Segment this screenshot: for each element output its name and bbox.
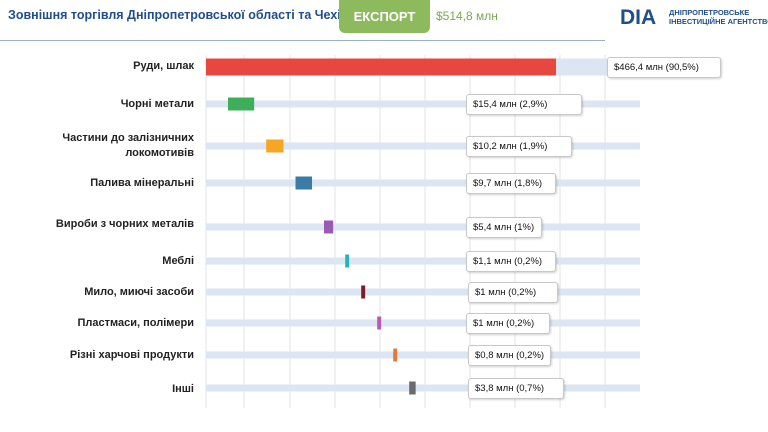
export-total-value: $514,8 млн <box>436 9 498 23</box>
header-divider <box>0 40 605 41</box>
value-label: $15,4 млн (2,9%) <box>466 94 582 115</box>
category-label-line: локомотивів <box>125 147 194 159</box>
bar-1 <box>228 97 255 111</box>
bar-track <box>206 223 640 231</box>
category-label: Вироби з чорних металів <box>56 217 194 232</box>
category-label: Пластмаси, полімери <box>78 316 195 331</box>
category-label-line: Інші <box>172 383 194 395</box>
category-label-line: Пластмаси, полімери <box>77 317 195 329</box>
logo-mark: DIA <box>620 6 657 29</box>
bar-track <box>206 257 640 265</box>
category-label-line: Палива мінеральні <box>90 177 194 189</box>
logo-text: ДНІПРОПЕТРОВСЬКЕ ІНВЕСТИЦІЙНЕ АГЕНТСТВО <box>669 8 768 26</box>
value-label: $3,8 млн (0,7%) <box>468 378 564 399</box>
bar-track <box>206 351 640 359</box>
category-label-line: Чорні метали <box>120 98 194 110</box>
page-title: Зовнішня торгівля Дніпропетровської обла… <box>8 8 345 22</box>
category-label: Руди, шлак <box>133 59 194 74</box>
bar-track <box>206 384 640 392</box>
category-label: Меблі <box>162 254 194 269</box>
bar-3 <box>295 176 313 190</box>
category-label-line: Вироби з чорних металів <box>55 218 194 230</box>
category-label-line: Руди, шлак <box>133 60 194 72</box>
bar-0 <box>206 58 556 76</box>
value-label: $1 млн (0,2%) <box>468 282 558 303</box>
value-label: $1,1 млн (0,2%) <box>466 251 556 272</box>
category-label: Інші <box>172 382 194 397</box>
bar-track <box>206 100 640 108</box>
logo-line-2: ІНВЕСТИЦІЙНЕ АГЕНТСТВО <box>669 17 768 26</box>
logo-line-1: ДНІПРОПЕТРОВСЬКЕ <box>669 8 750 17</box>
bar-9 <box>409 381 416 395</box>
value-label: $10,2 млн (1,9%) <box>466 136 572 157</box>
value-label: $9,7 млн (1,8%) <box>466 173 556 194</box>
dia-logo: DIA ДНІПРОПЕТРОВСЬКЕ ІНВЕСТИЦІЙНЕ АГЕНТС… <box>620 6 768 30</box>
bar-2 <box>266 139 284 153</box>
bar-track <box>206 288 640 296</box>
value-label: $0,8 млн (0,2%) <box>468 345 552 366</box>
category-label-line: Різні харчові продукти <box>69 349 194 361</box>
bar-4 <box>324 220 334 234</box>
category-label: Різні харчові продукти <box>70 348 194 363</box>
bar-8 <box>393 348 398 362</box>
category-label: Чорні метали <box>121 97 194 112</box>
category-label: Палива мінеральні <box>90 176 194 191</box>
category-label-line: Частини до залізничних <box>62 132 194 144</box>
category-label: Частини до залізничних локомотивів <box>62 131 194 161</box>
bar-6 <box>361 285 366 299</box>
bar-7 <box>377 316 382 330</box>
category-label-line: Меблі <box>162 255 194 267</box>
bar-track <box>206 319 640 327</box>
category-label: Мило, миючі засоби <box>84 285 194 300</box>
bar-track <box>206 179 640 187</box>
bar-5 <box>345 254 350 268</box>
value-label: $5,4 млн (1%) <box>466 217 542 238</box>
bar-track <box>206 142 640 150</box>
value-label: $466,4 млн (90,5%) <box>607 57 721 78</box>
tab-export[interactable]: ЕКСПОРТ <box>339 0 430 33</box>
category-label-line: Мило, миючі засоби <box>84 286 194 298</box>
value-label: $1 млн (0,2%) <box>466 313 550 334</box>
